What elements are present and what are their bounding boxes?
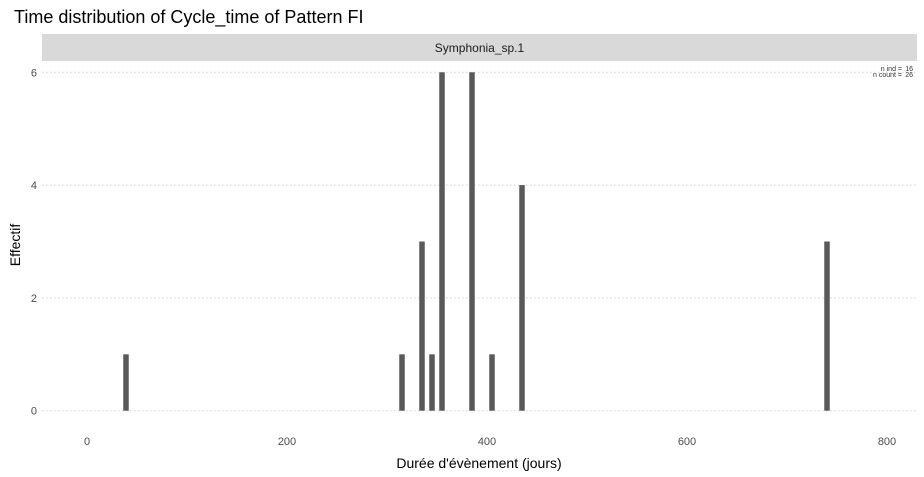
bar xyxy=(519,185,525,411)
bar xyxy=(429,354,435,411)
x-tick-label: 800 xyxy=(878,436,896,448)
gridlines xyxy=(42,71,917,412)
bar xyxy=(439,72,445,411)
bar xyxy=(419,241,425,411)
facet-strip xyxy=(42,34,917,61)
tick-labels: 0 200 400 600 800 0 2 4 6 xyxy=(31,67,896,448)
annotation-label: n ind = xyxy=(881,66,902,73)
chart-title: Time distribution of Cycle_time of Patte… xyxy=(14,7,363,28)
x-tick-label: 0 xyxy=(84,436,90,448)
bars xyxy=(123,72,830,411)
x-tick-label: 600 xyxy=(678,436,696,448)
annotation-label: n count = xyxy=(873,72,902,79)
annotation-value: 16 xyxy=(905,66,913,73)
bar xyxy=(469,72,475,411)
bar xyxy=(489,354,495,411)
x-tick-label: 400 xyxy=(478,436,496,448)
facet-label: Symphonia_sp.1 xyxy=(435,41,525,55)
bar xyxy=(824,241,830,411)
annotation-value: 26 xyxy=(905,72,913,79)
y-axis-title: Effectif xyxy=(7,224,23,267)
y-tick-label: 6 xyxy=(31,67,37,79)
y-tick-label: 4 xyxy=(31,180,37,192)
y-tick-label: 0 xyxy=(31,406,37,418)
sample-size-annotation: n ind = 16n count = 26 xyxy=(873,66,913,79)
y-tick-label: 2 xyxy=(31,293,37,305)
bar xyxy=(123,354,129,411)
bar xyxy=(399,354,405,411)
x-tick-label: 200 xyxy=(278,436,296,448)
x-axis-title: Durée d'évènement (jours) xyxy=(396,455,561,471)
